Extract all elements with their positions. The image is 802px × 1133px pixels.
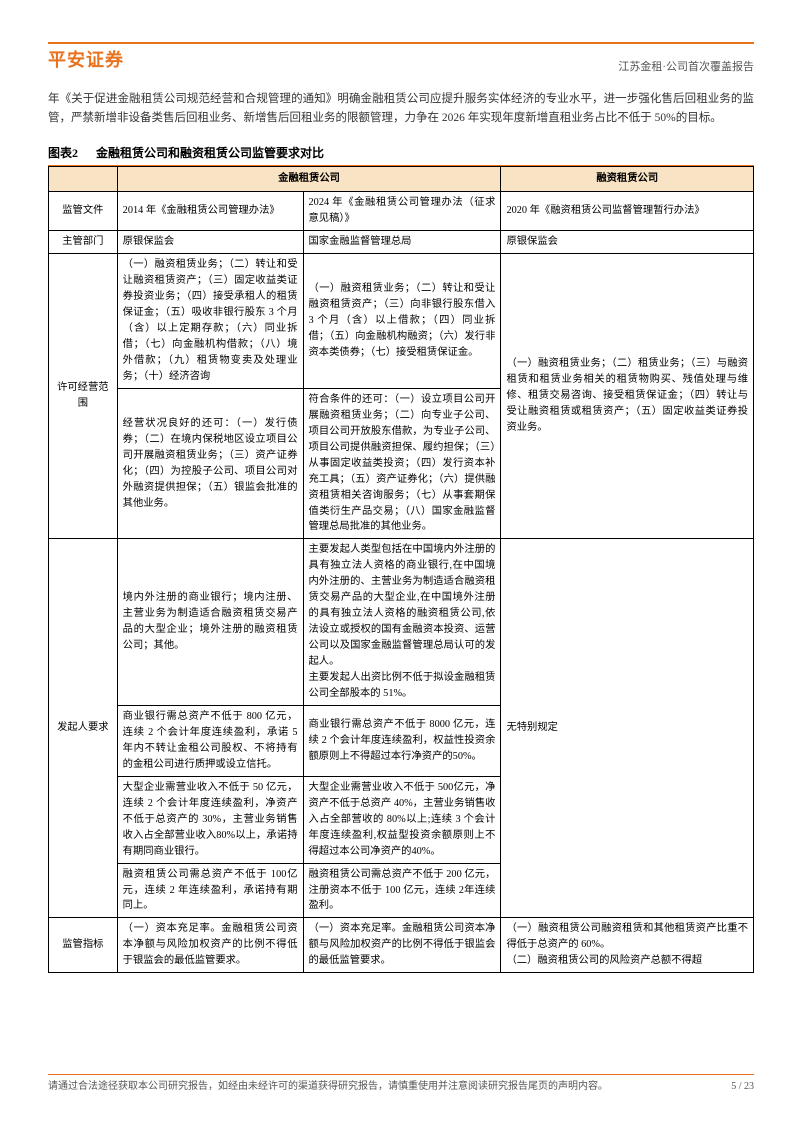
cell: 商业银行需总资产不低于 8000 亿元，连续 2 个会计年度连续盈利，权益性投资…	[303, 705, 501, 776]
cell: 原银保监会	[501, 231, 754, 254]
cell: （一）融资租赁业务；（二）转让和受让融资租赁资产；（三）固定收益类证券投资业务；…	[117, 254, 303, 389]
cell: （一）资本充足率。金融租赁公司资本净额与风险加权资产的比例不得低于银监会的最低监…	[117, 918, 303, 973]
cell: 经营状况良好的还可：（一）发行债券；（二）在境内保税地区设立项目公司开展融资租赁…	[117, 388, 303, 539]
cell: （一）融资租赁业务；（二）租赁业务；（三）与融资租赁和租赁业务相关的租赁物购买、…	[501, 254, 754, 539]
cell: 大型企业需营业收入不低于 500亿元，净资产不低于总资产 40%，主营业务销售收…	[303, 776, 501, 863]
cell: （一）资本充足率。金融租赁公司资本净额与风险加权资产的比例不得低于银监会的最低监…	[303, 918, 501, 973]
row-label-dept: 主管部门	[49, 231, 118, 254]
cell: 主要发起人类型包括在中国境内外注册的具有独立法人资格的商业银行,在中国境内外注册…	[303, 539, 501, 706]
row-label-sponsor: 发起人要求	[49, 539, 118, 918]
cell: 原银保监会	[117, 231, 303, 254]
doc-title: 江苏金租·公司首次覆盖报告	[618, 58, 754, 76]
table-row: 监管指标 （一）资本充足率。金融租赁公司资本净额与风险加权资产的比例不得低于银监…	[49, 918, 754, 973]
cell: 国家金融监督管理总局	[303, 231, 501, 254]
cell: （一）融资租赁公司融资租赁和其他租赁资产比重不得低于总资产的 60%。 （二）融…	[501, 918, 754, 973]
table-row: 主管部门 原银保监会 国家金融监督管理总局 原银保监会	[49, 231, 754, 254]
header-fin-lease: 金融租赁公司	[117, 167, 501, 192]
table-row: 监管文件 2014 年《金融租赁公司管理办法》 2024 年《金融租赁公司管理办…	[49, 192, 754, 231]
intro-paragraph: 年《关于促进金融租赁公司规范经营和合规管理的通知》明确金融租赁公司应提升服务实体…	[48, 90, 754, 128]
cell: （一）融资租赁业务；（二）转让和受让融资租赁资产；（三）向非银行股东借入 3 个…	[303, 254, 501, 389]
cell: 境内外注册的商业银行；境内注册、主营业务为制造适合融资租赁交易产品的大型企业；境…	[117, 539, 303, 706]
logo: 平安证券	[48, 46, 124, 76]
row-label-metric: 监管指标	[49, 918, 118, 973]
figure-label: 图表2	[48, 144, 78, 164]
cell: 融资租赁公司需总资产不低于 100亿元，连续 2 年连续盈利，承诺持有期同上。	[117, 863, 303, 918]
cell: 2014 年《金融租赁公司管理办法》	[117, 192, 303, 231]
footer-note: 请通过合法途径获取本公司研究报告，如经由未经许可的渠道获得研究报告，请慎重使用并…	[48, 1079, 608, 1096]
figure-caption: 图表2 金融租赁公司和融资租赁公司监管要求对比	[48, 142, 754, 167]
table-row: 许可经营范围 （一）融资租赁业务；（二）转让和受让融资租赁资产；（三）固定收益类…	[49, 254, 754, 389]
cell: 符合条件的还可：（一）设立项目公司开展融资租赁业务；（二）向专业子公司、项目公司…	[303, 388, 501, 539]
header-rule	[48, 42, 754, 44]
figure-title: 金融租赁公司和融资租赁公司监管要求对比	[96, 144, 324, 164]
header-blank	[49, 167, 118, 192]
cell: 融资租赁公司需总资产不低于 200 亿元，注册资本不低于 100 亿元，连续 2…	[303, 863, 501, 918]
cell: 大型企业需营业收入不低于 50 亿元，连续 2 个会计年度连续盈利，净资产不低于…	[117, 776, 303, 863]
table-row: 发起人要求 境内外注册的商业银行；境内注册、主营业务为制造适合融资租赁交易产品的…	[49, 539, 754, 706]
page-number: 5 / 23	[731, 1079, 754, 1096]
page-footer: 请通过合法途径获取本公司研究报告，如经由未经许可的渠道获得研究报告，请慎重使用并…	[48, 1074, 754, 1096]
header-fin-asset: 融资租赁公司	[501, 167, 754, 192]
cell: 无特别规定	[501, 539, 754, 918]
comparison-table: 金融租赁公司 融资租赁公司 监管文件 2014 年《金融租赁公司管理办法》 20…	[48, 166, 754, 973]
cell: 2020 年《融资租赁公司监督管理暂行办法》	[501, 192, 754, 231]
cell: 商业银行需总资产不低于 800 亿元，连续 2 个会计年度连续盈利，承诺 5 年…	[117, 705, 303, 776]
row-label-scope: 许可经营范围	[49, 254, 118, 539]
row-label-doc: 监管文件	[49, 192, 118, 231]
page-header: 平安证券 江苏金租·公司首次覆盖报告	[48, 46, 754, 76]
table-header-row: 金融租赁公司 融资租赁公司	[49, 167, 754, 192]
cell: 2024 年《金融租赁公司管理办法（征求意见稿）》	[303, 192, 501, 231]
